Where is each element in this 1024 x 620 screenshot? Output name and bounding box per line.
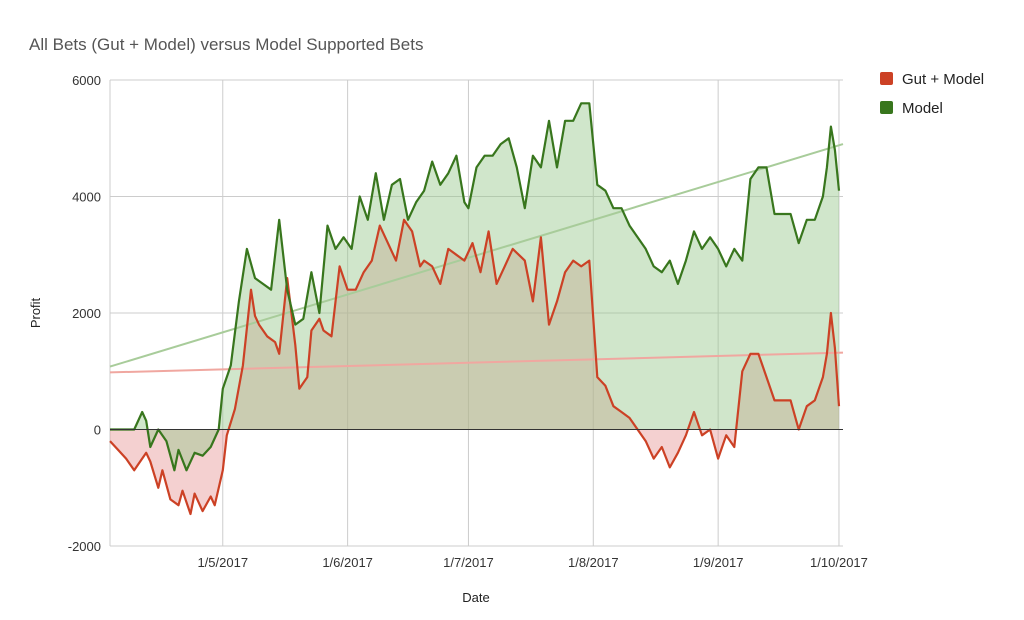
y-tick-labels: -2000 0 2000 4000 6000: [68, 73, 101, 554]
x-tick-labels: 1/5/2017 1/6/2017 1/7/2017 1/8/2017 1/9/2017…: [197, 555, 867, 570]
x-tick-label: 1/6/2017: [322, 555, 373, 570]
x-tick-label: 1/10/2017: [810, 555, 868, 570]
x-tick-label: 1/5/2017: [197, 555, 248, 570]
y-tick-label: -2000: [68, 539, 101, 554]
legend-label: Model: [902, 100, 943, 117]
area-model: [110, 103, 839, 471]
series-lines: [109, 102, 841, 516]
line-gut-model: [109, 218, 841, 516]
x-axis-label: Date: [462, 590, 489, 605]
series-areas: [110, 103, 839, 515]
chart-title: All Bets (Gut + Model) versus Model Supp…: [29, 35, 424, 54]
trendline-gut-model: [109, 351, 844, 374]
y-tick-label: 6000: [72, 73, 101, 88]
x-tick-label: 1/7/2017: [443, 555, 494, 570]
y-tick-label: 2000: [72, 306, 101, 321]
legend-label: Gut + Model: [902, 71, 984, 88]
y-axis-label: Profit: [28, 297, 43, 328]
legend-swatch: [880, 101, 893, 114]
area-gut-model: [110, 219, 839, 515]
x-tick-label: 1/8/2017: [568, 555, 619, 570]
line-model: [110, 102, 841, 472]
y-tick-label: 4000: [72, 190, 101, 205]
y-tick-label: 0: [94, 423, 101, 438]
x-tick-label: 1/9/2017: [693, 555, 744, 570]
legend-swatch: [880, 72, 893, 85]
legend: Gut + Model Model: [880, 71, 984, 117]
